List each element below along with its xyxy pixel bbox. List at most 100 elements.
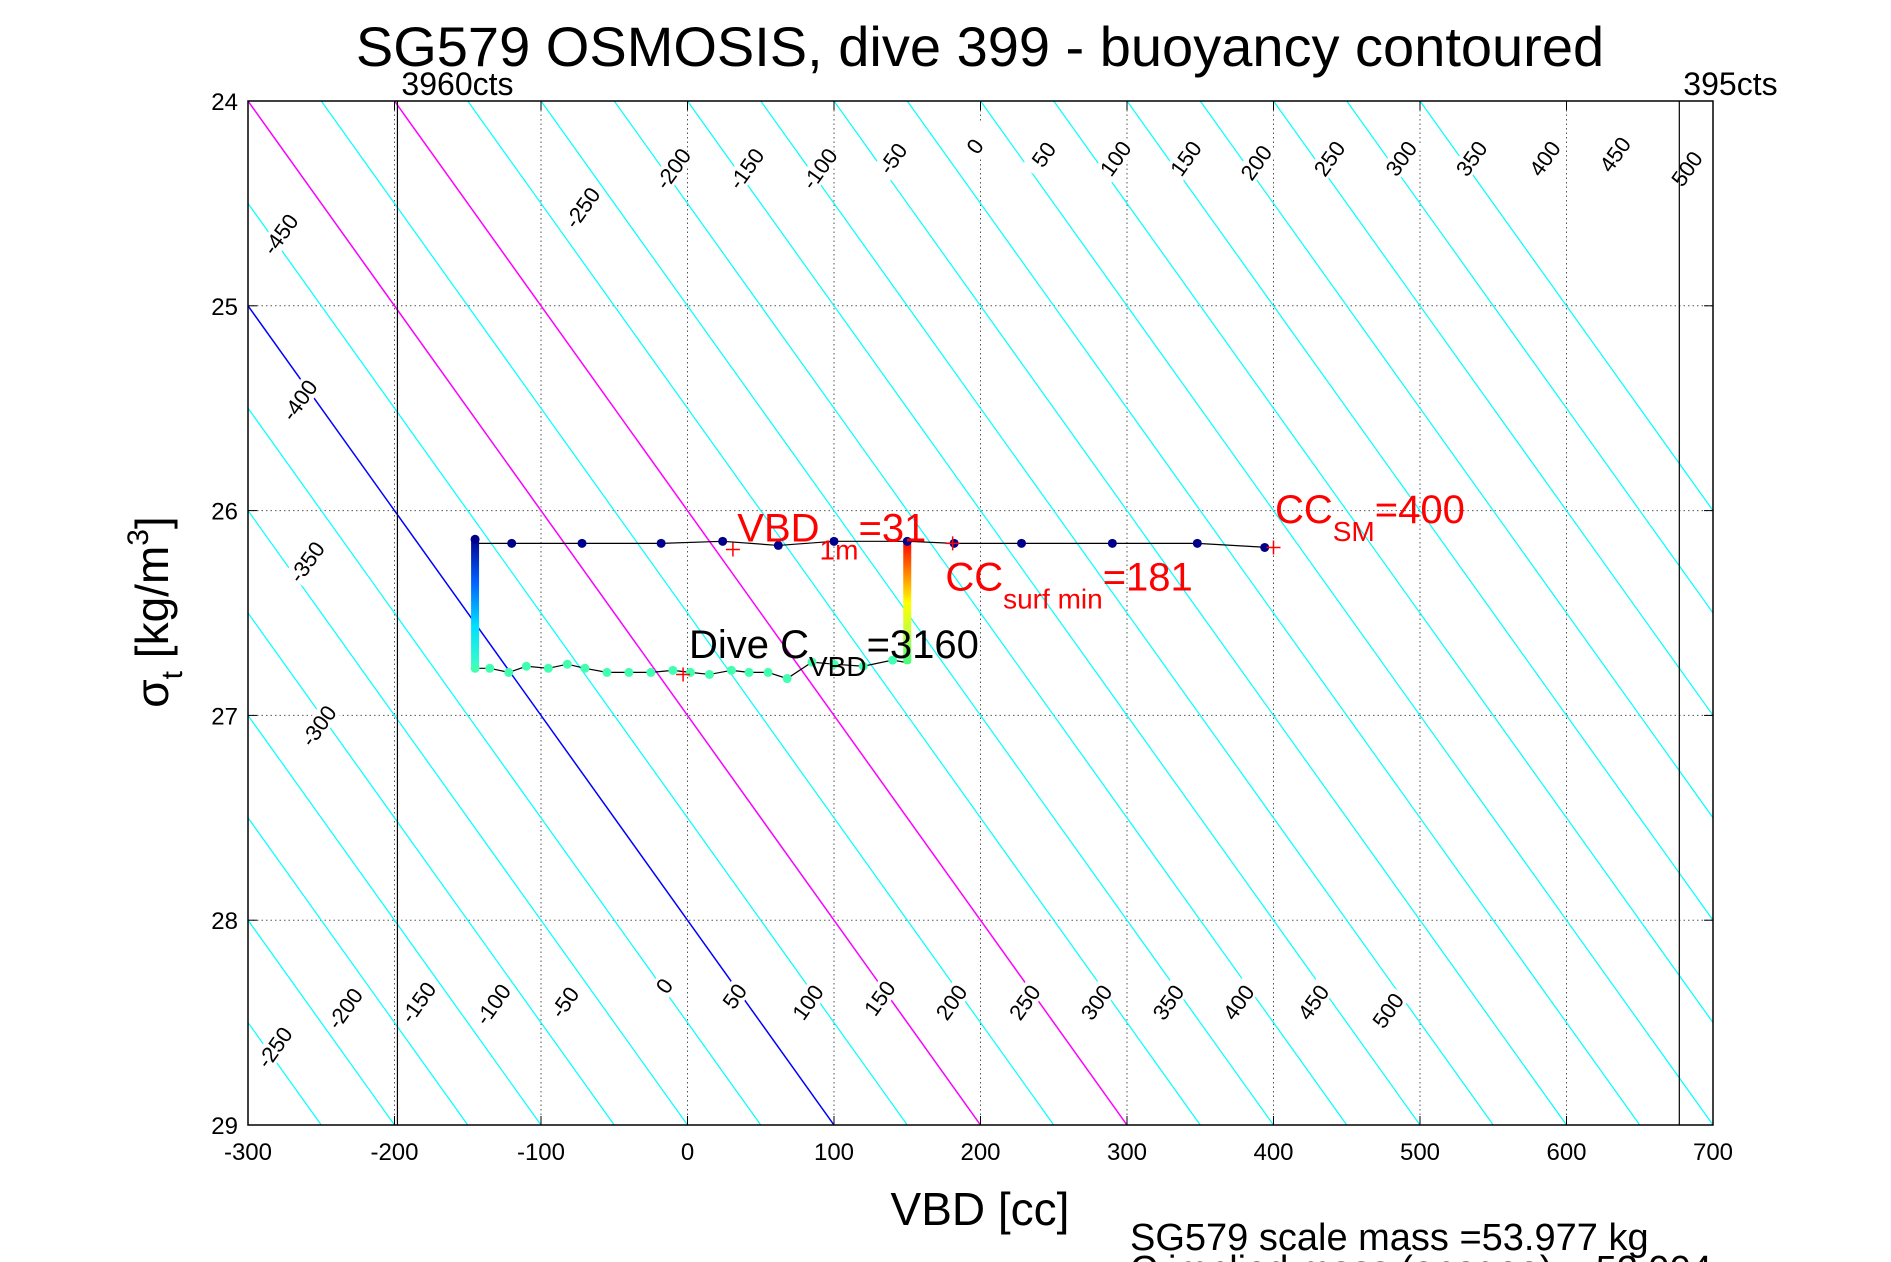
contour-label-bottom: -250: [252, 1022, 298, 1072]
cyan-contour-line: [760, 101, 1494, 1125]
cyan-contour-line: [833, 101, 1567, 1125]
climb-point: [704, 669, 714, 679]
y-axis-label-sub: t: [156, 670, 189, 679]
contour-label-top-bg: [1522, 134, 1567, 183]
climb-point: [646, 667, 656, 677]
dive-point: [577, 538, 587, 548]
contour-label-bottom-bg: [712, 971, 757, 1021]
contour-label-bottom-bg: [470, 979, 515, 1029]
cyan-contour-line: [248, 714, 542, 1125]
plus-marker: [1266, 540, 1281, 555]
dive-point: [1107, 538, 1117, 548]
plus-marker: [676, 667, 691, 682]
dive-point: [829, 536, 839, 546]
left-color-bar: [471, 537, 480, 671]
contour-label-bottom-bg: [1074, 977, 1118, 1027]
dive-point: [1192, 538, 1202, 548]
climb-point: [668, 665, 678, 675]
x-tick-label: 700: [1693, 1139, 1733, 1166]
contour-label-bottom-bg: [396, 977, 440, 1027]
climb-point: [543, 663, 553, 673]
footer-scale-mass: SG579 scale mass =53.977 kg: [1130, 1217, 1649, 1259]
contour-label-top-bg: [870, 134, 915, 183]
neutral-contour-line: [248, 304, 835, 1125]
annotation-sub: SM: [1333, 516, 1375, 547]
contour-label-top-bg: [1021, 129, 1066, 179]
cyan-contour-line: [248, 919, 395, 1125]
contour-label-bottom-bg: [1146, 977, 1190, 1027]
cyan-contour-line: [613, 101, 1348, 1125]
climb-point: [485, 663, 495, 673]
buoyancy-contours: [248, 101, 1713, 1125]
contour-label-top: -150: [724, 144, 770, 194]
annotation-ccsm: CCSM=400: [1275, 488, 1465, 547]
cyan-contour-line: [248, 611, 615, 1125]
annotation-divecvbd: Dive CVBD=3160: [689, 623, 979, 682]
cyan-contour-line: [1199, 101, 1713, 819]
climb-point: [726, 665, 736, 675]
y-axis-label-units: [kg/m: [126, 546, 178, 671]
annotation-value: =181: [1103, 555, 1193, 599]
x-tick-label: 200: [960, 1139, 1000, 1166]
contour-label-bottom-bg: [785, 977, 830, 1027]
y-tick-label: 28: [211, 908, 238, 935]
annotation-value: =3160: [867, 623, 979, 667]
x-tick-label: 400: [1253, 1139, 1293, 1166]
plus-marker: [945, 536, 960, 551]
climb-point: [744, 667, 754, 677]
footer-implied-mass: C implied mass (apogee) = 53.904: [1130, 1249, 1712, 1262]
annotation-ccsurfmin: CCsurf min=181: [945, 555, 1192, 614]
grid-lines: [248, 101, 1713, 1125]
climb-point: [763, 667, 773, 677]
contour-label-top: -300: [296, 701, 342, 751]
y-tick-label: 29: [211, 1113, 238, 1140]
contour-label-top-bg: [797, 144, 842, 193]
cyan-contour-line: [467, 101, 1201, 1125]
contour-label-top-bg: [284, 537, 329, 587]
contour-label-bottom: -150: [395, 977, 441, 1027]
annotation-sub: surf min: [1003, 583, 1103, 614]
contour-label-top-bg: [258, 209, 302, 259]
x-axis-label: VBD [cc]: [891, 1183, 1070, 1235]
climb-point: [580, 663, 590, 673]
contour-label-bottom-bg: [642, 961, 686, 1011]
y-axis-ticks: 24 25 26 27 28 29: [211, 89, 1713, 1140]
vbd-limit-label: 395cts: [1683, 66, 1777, 102]
dive-point: [1017, 538, 1027, 548]
chart-title: SG579 OSMOSIS, dive 399 - buoyancy conto…: [356, 15, 1604, 78]
cyan-contour-line: [687, 101, 1421, 1125]
cyan-contour-line: [980, 101, 1713, 1125]
annotation-markers: [676, 536, 1281, 682]
contour-label-top-bg: [1093, 134, 1138, 183]
y-tick-label: 27: [211, 703, 238, 730]
contour-label-top: -200: [650, 144, 696, 194]
y-tick-label: 25: [211, 294, 238, 321]
y-axis-label: σt [kg/m3]: [122, 516, 189, 707]
contour-label-bottom: -200: [322, 983, 368, 1033]
annotation-vbd1m: VBD1m=31: [737, 506, 926, 565]
contour-label-top: -250: [559, 183, 605, 233]
annotations: VBD1m=31 CCsurf min=181 CCSM=400 Dive CVBD=…: [689, 488, 1465, 682]
cyan-contour-line: [1273, 101, 1713, 717]
contour-label-bottom-bg: [252, 1022, 297, 1072]
contour-label-top-bg: [1234, 138, 1278, 187]
climb-point: [858, 661, 868, 671]
contour-label-bottom-bg: [322, 983, 367, 1033]
y-tick-label: 24: [211, 89, 238, 116]
climb-point: [521, 661, 531, 671]
y-axis-label-close: ]: [126, 516, 178, 529]
cyan-contour-line: [248, 202, 908, 1125]
annotation-sub: VBD: [809, 651, 867, 682]
climb-point: [888, 655, 898, 665]
cyan-contour-line: [248, 1123, 249, 1125]
x-tick-label: 500: [1400, 1139, 1440, 1166]
contour-label-top-bg: [1379, 134, 1423, 183]
dive-trace: [470, 534, 1270, 684]
contour-label-bottom-bg: [1291, 977, 1335, 1027]
x-axis-ticks: -300 -200 -100 0 100 200 300 400 500 600 700: [224, 101, 1733, 1166]
contour-label-bottom-bg: [542, 977, 587, 1027]
contour-label-top-bg: [952, 121, 997, 171]
dive-point: [718, 536, 728, 546]
climb-point: [504, 667, 514, 677]
